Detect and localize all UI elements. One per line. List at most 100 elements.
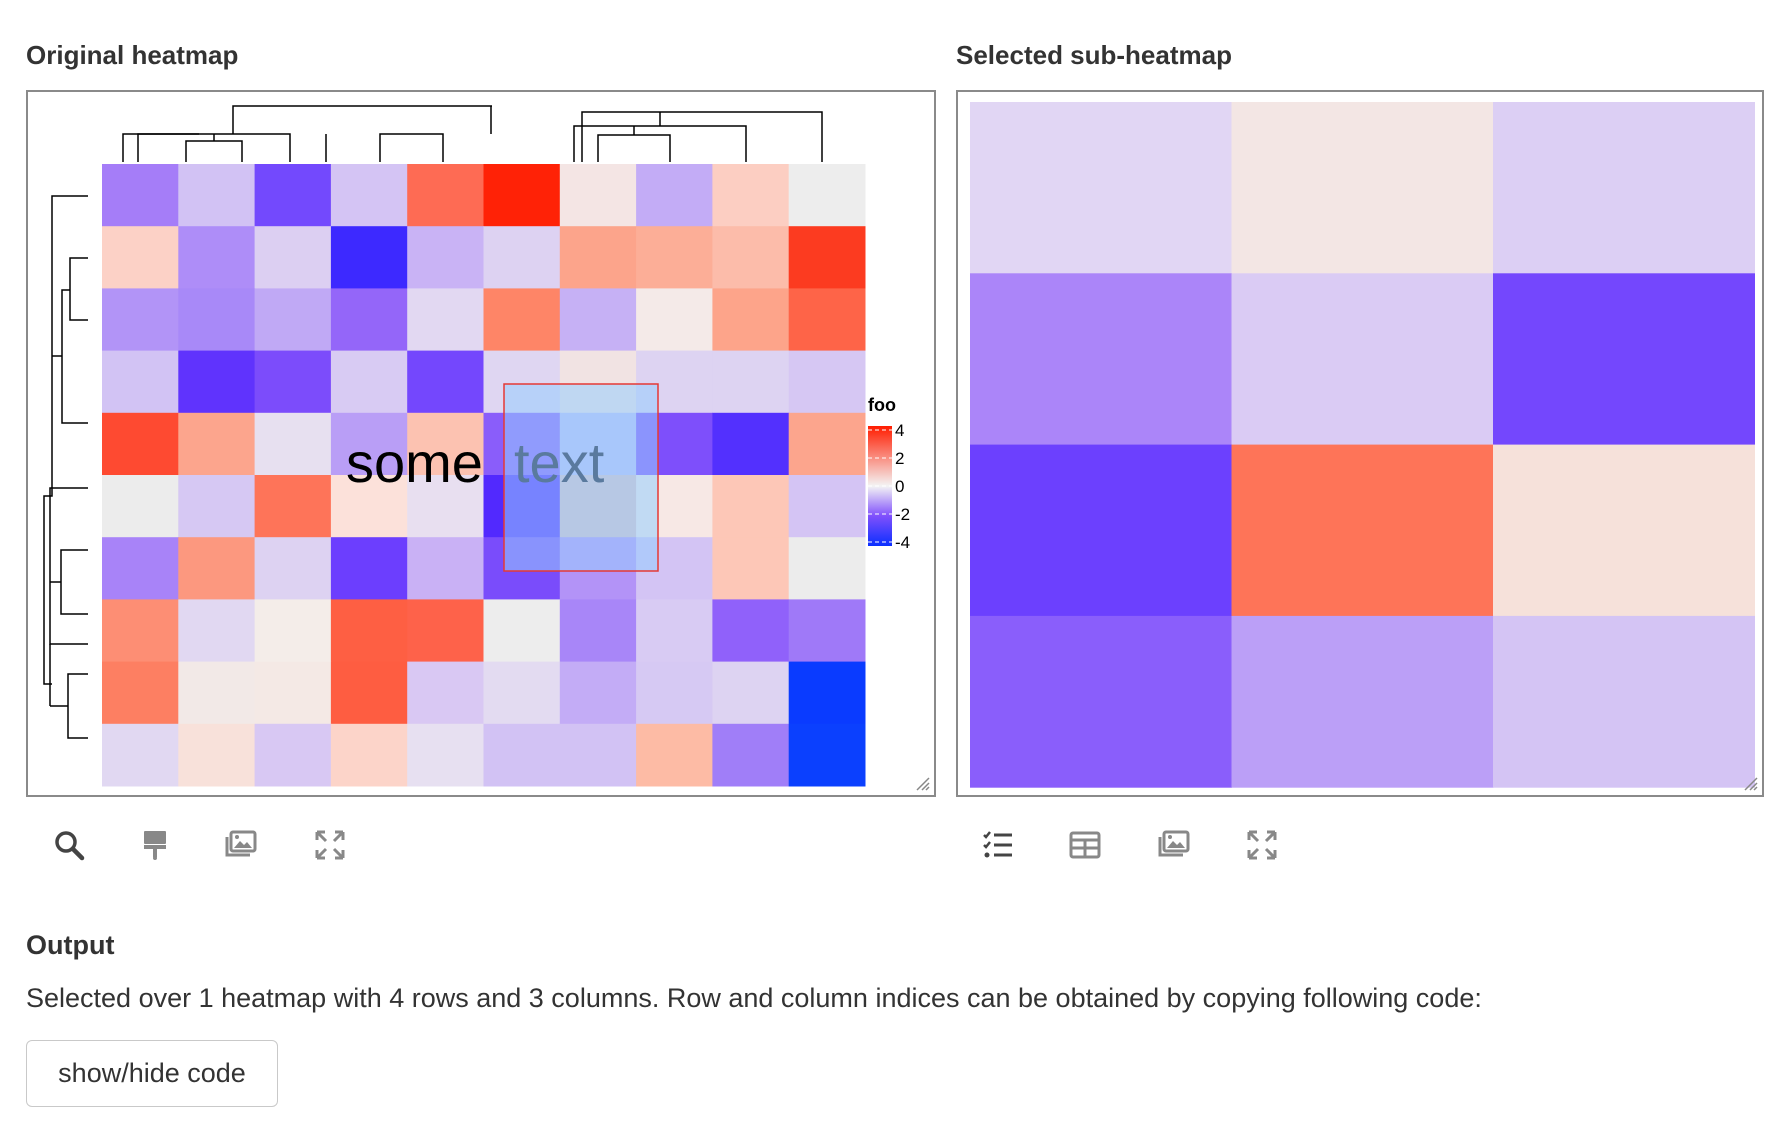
heatmap-cell xyxy=(559,164,637,227)
heatmap-cell xyxy=(254,412,332,476)
heatmap-cell xyxy=(788,723,866,787)
legend-tick-label: 4 xyxy=(895,421,904,440)
heatmap-cell xyxy=(178,412,256,476)
heatmap-cell xyxy=(483,226,561,289)
heatmap-cell xyxy=(407,599,484,663)
table-icon[interactable] xyxy=(1068,828,1102,862)
heatmap-cell xyxy=(1493,615,1755,788)
legend-tick-label: -4 xyxy=(895,533,910,552)
original-heatmap-title: Original heatmap xyxy=(26,40,239,70)
heatmap-cell xyxy=(102,226,179,289)
heatmap-cell xyxy=(483,723,561,787)
heatmap-cell xyxy=(407,537,484,600)
heatmap-cell xyxy=(1231,615,1494,788)
heatmap-cell xyxy=(330,164,408,227)
heatmap-cell xyxy=(636,226,713,289)
show-hide-code-button[interactable]: show/hide code xyxy=(26,1040,278,1107)
heatmap-cell xyxy=(1231,273,1494,446)
heatmap-cell xyxy=(1493,273,1755,446)
heatmap-cell xyxy=(483,288,561,352)
heatmap-cell xyxy=(636,661,713,725)
heatmap-cell xyxy=(330,412,408,476)
heatmap-cell xyxy=(559,661,637,725)
checklist-icon[interactable] xyxy=(981,828,1015,862)
legend-tick-label: 2 xyxy=(895,449,904,468)
heatmap-cell xyxy=(102,599,179,663)
heatmap-cell xyxy=(788,350,866,414)
heatmap-cell xyxy=(788,537,866,600)
heatmap-cell xyxy=(254,475,332,538)
heatmap-cell xyxy=(102,350,179,414)
heatmap-cell xyxy=(788,288,866,352)
sub-heatmap-canvas[interactable] xyxy=(958,92,1762,795)
heatmap-cell xyxy=(1493,102,1755,274)
heatmap-cells xyxy=(102,164,866,787)
images-icon[interactable] xyxy=(224,828,258,862)
heatmap-cell xyxy=(407,288,484,352)
selection-brush[interactable] xyxy=(503,383,659,572)
legend-tick-label: 0 xyxy=(895,477,904,496)
heatmap-cell xyxy=(636,599,713,663)
heatmap-cell xyxy=(254,288,332,352)
heatmap-cell xyxy=(788,661,866,725)
heatmap-cell xyxy=(788,475,866,538)
expand-icon[interactable] xyxy=(313,828,347,862)
heatmap-cell xyxy=(559,599,637,663)
heatmap-cell xyxy=(788,599,866,663)
heatmap-cell xyxy=(178,723,256,787)
heatmap-cell xyxy=(712,226,790,289)
heatmap-cell xyxy=(102,164,179,227)
heatmap-cell xyxy=(102,537,179,600)
legend-title: foo xyxy=(868,395,896,415)
heatmap-cell xyxy=(636,164,713,227)
heatmap-cell xyxy=(178,599,256,663)
heatmap-cell xyxy=(788,412,866,476)
heatmap-cell xyxy=(178,164,256,227)
heatmap-cell xyxy=(407,723,484,787)
heatmap-cell xyxy=(407,412,484,476)
heatmap-cell xyxy=(330,723,408,787)
heatmap-cell xyxy=(254,723,332,787)
heatmap-cell xyxy=(407,226,484,289)
heatmap-cell xyxy=(330,226,408,289)
heatmap-cell xyxy=(102,661,179,725)
heatmap-cell xyxy=(483,599,561,663)
heatmap-cell xyxy=(712,661,790,725)
heatmap-cell xyxy=(407,661,484,725)
heatmap-cell xyxy=(178,661,256,725)
sub-heatmap-frame[interactable] xyxy=(956,90,1764,797)
heatmap-cell xyxy=(712,537,790,600)
heatmap-cell xyxy=(178,226,256,289)
search-icon[interactable] xyxy=(52,828,86,862)
heatmap-cell xyxy=(483,164,561,227)
heatmap-cell xyxy=(254,350,332,414)
expand-icon[interactable] xyxy=(1245,828,1279,862)
sub-heatmap-title: Selected sub-heatmap xyxy=(956,40,1232,70)
column-dendrogram xyxy=(122,105,823,162)
resize-grip-icon[interactable] xyxy=(914,775,930,791)
heatmap-cell xyxy=(254,537,332,600)
legend-tick-label: -2 xyxy=(895,505,910,524)
heatmap-cell xyxy=(254,226,332,289)
original-heatmap-canvas[interactable]: foo 4 2 0 -2 -4 some text xyxy=(28,92,934,795)
overlay-text-text: text xyxy=(514,431,605,494)
heatmap-cell xyxy=(254,599,332,663)
heatmap-cell xyxy=(254,661,332,725)
heatmap-cell xyxy=(970,444,1232,617)
heatmap-cell xyxy=(330,661,408,725)
heatmap-cell xyxy=(178,288,256,352)
heatmap-cell xyxy=(636,288,713,352)
heatmap-cell xyxy=(970,102,1232,274)
brush-icon[interactable] xyxy=(139,828,173,862)
heatmap-cell xyxy=(712,412,790,476)
heatmap-cell xyxy=(636,723,713,787)
images-icon[interactable] xyxy=(1157,828,1191,862)
heatmap-cell xyxy=(559,723,637,787)
heatmap-cell xyxy=(330,288,408,352)
heatmap-cell xyxy=(102,412,179,476)
heatmap-cell xyxy=(712,288,790,352)
heatmap-cell xyxy=(330,537,408,600)
resize-grip-icon[interactable] xyxy=(1742,775,1758,791)
output-title: Output xyxy=(26,930,115,960)
original-heatmap-frame[interactable]: foo 4 2 0 -2 -4 some text xyxy=(26,90,936,797)
